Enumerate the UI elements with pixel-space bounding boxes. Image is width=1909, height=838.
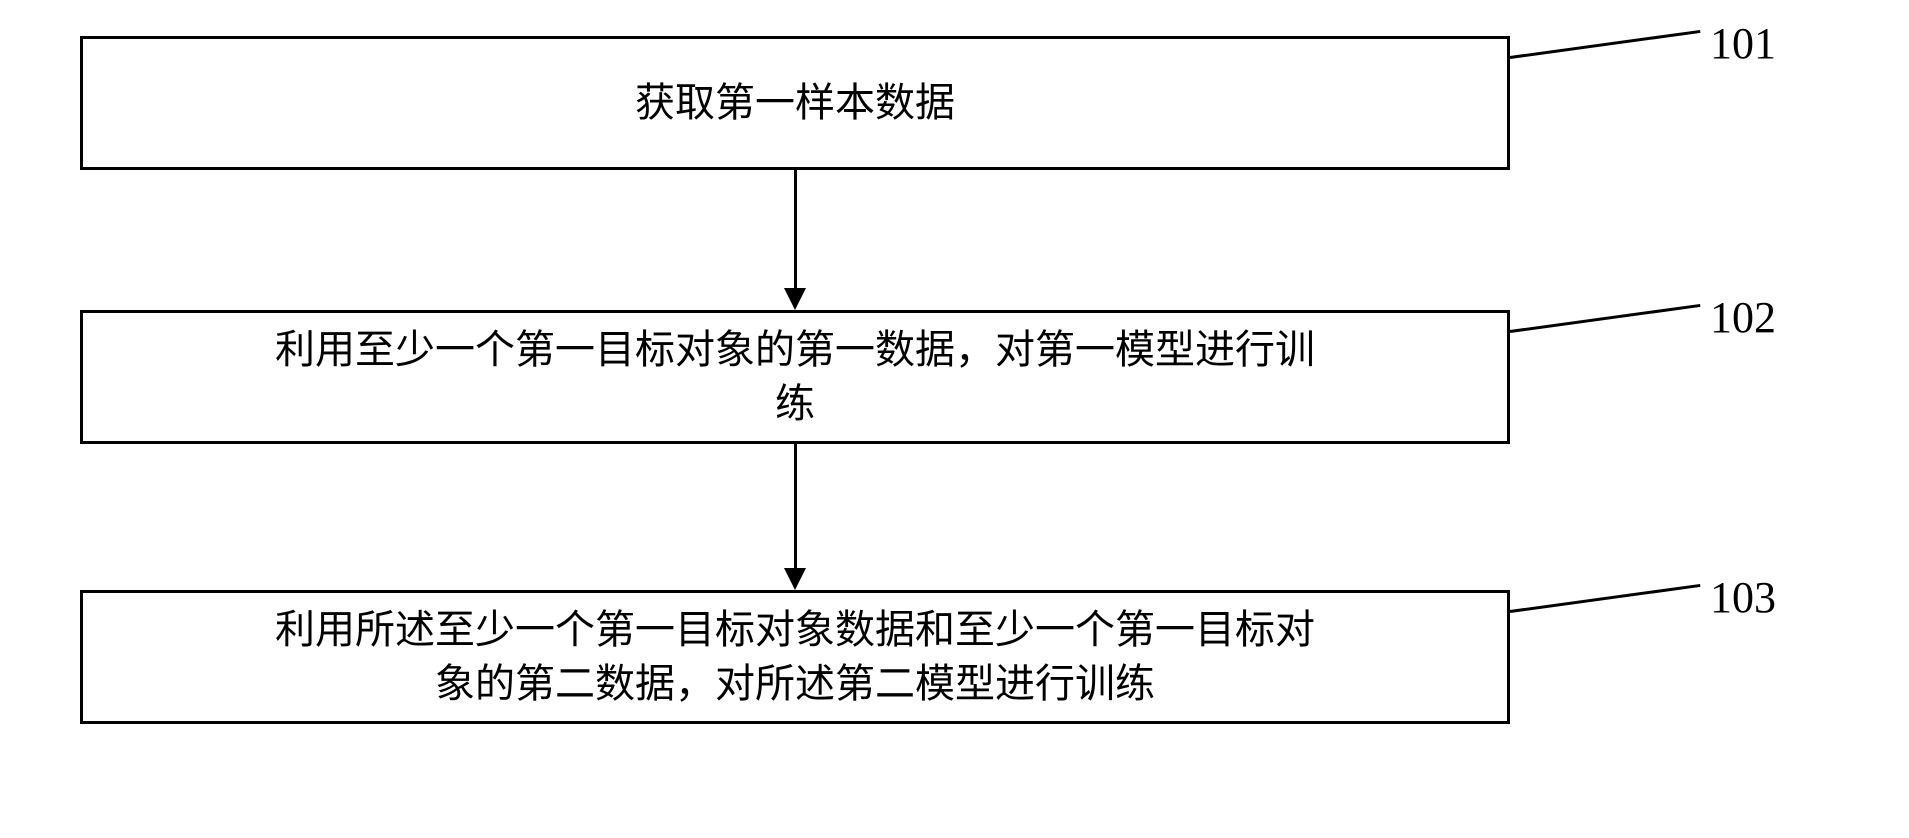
arrow-2-3-head — [784, 568, 806, 590]
step-label-3: 103 — [1710, 572, 1776, 623]
step-box-2: 利用至少一个第一目标对象的第一数据，对第一模型进行训 练 — [80, 310, 1510, 444]
leader-line-3 — [1510, 584, 1701, 613]
arrow-2-3-line — [794, 444, 797, 568]
leader-line-1 — [1510, 30, 1701, 59]
arrow-1-2-line — [794, 170, 797, 288]
leader-line-2 — [1510, 304, 1701, 333]
step-box-1: 获取第一样本数据 — [80, 36, 1510, 170]
arrow-1-2-head — [784, 288, 806, 310]
step-box-3: 利用所述至少一个第一目标对象数据和至少一个第一目标对 象的第二数据，对所述第二模… — [80, 590, 1510, 724]
step-label-1: 101 — [1710, 18, 1776, 69]
step-text-2: 利用至少一个第一目标对象的第一数据，对第一模型进行训 练 — [275, 323, 1315, 431]
flowchart-canvas: 获取第一样本数据 101 利用至少一个第一目标对象的第一数据，对第一模型进行训 … — [0, 0, 1909, 838]
step-label-2: 102 — [1710, 292, 1776, 343]
step-text-1: 获取第一样本数据 — [635, 76, 955, 130]
step-text-3: 利用所述至少一个第一目标对象数据和至少一个第一目标对 象的第二数据，对所述第二模… — [275, 603, 1315, 711]
